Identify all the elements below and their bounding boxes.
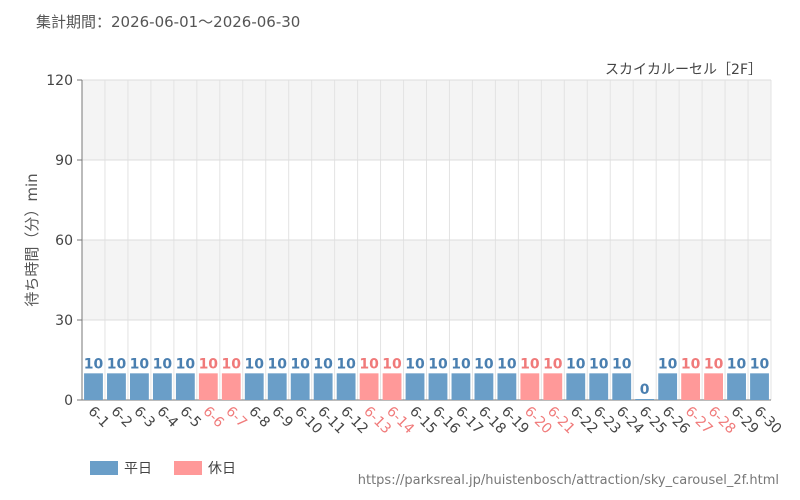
bar <box>612 373 632 400</box>
bar <box>727 373 746 400</box>
data-label: 10 <box>222 356 242 372</box>
data-label: 10 <box>727 356 747 372</box>
data-label: 0 <box>640 382 650 398</box>
data-label: 10 <box>474 356 494 372</box>
legend-label-weekday: 平日 <box>124 461 152 477</box>
x-tick-label: 6-1 <box>85 404 112 431</box>
bar <box>451 373 471 400</box>
bar <box>589 373 609 400</box>
bar <box>290 373 310 400</box>
x-tick-label: 6-5 <box>177 404 204 431</box>
bar <box>244 373 264 400</box>
data-label: 10 <box>497 356 517 372</box>
x-tick-label: 6-4 <box>154 404 182 432</box>
data-label: 10 <box>107 356 127 372</box>
data-label: 10 <box>267 356 287 372</box>
bar <box>130 373 149 400</box>
data-label: 10 <box>520 356 540 372</box>
data-label: 10 <box>359 356 379 372</box>
y-tick-label: 60 <box>55 233 73 249</box>
data-label: 10 <box>336 356 356 372</box>
bar <box>152 373 172 400</box>
data-label: 10 <box>84 356 104 372</box>
bar <box>221 373 241 400</box>
legend-item-holiday: 休日 <box>174 458 236 478</box>
bar <box>520 373 540 400</box>
data-label: 10 <box>130 356 150 372</box>
bar <box>750 373 769 400</box>
x-tick-label: 6-2 <box>108 404 135 431</box>
bar <box>497 373 517 400</box>
legend-swatch-holiday <box>174 461 202 475</box>
data-label: 10 <box>428 356 448 372</box>
data-label: 10 <box>199 356 219 372</box>
bar <box>635 399 655 400</box>
bar <box>107 373 126 400</box>
legend-label-holiday: 休日 <box>208 461 236 477</box>
data-label: 10 <box>612 356 632 372</box>
x-tick-label: 6-3 <box>131 404 158 431</box>
data-label: 10 <box>750 356 770 372</box>
bar <box>382 373 402 400</box>
y-tick-label: 0 <box>64 393 73 409</box>
data-label: 10 <box>704 356 724 372</box>
data-label: 10 <box>153 356 173 372</box>
data-label: 10 <box>313 356 333 372</box>
bar <box>313 373 333 400</box>
bar <box>474 373 494 400</box>
chart-legend: 平日 休日 <box>90 458 258 478</box>
bar <box>84 373 103 400</box>
data-label: 10 <box>566 356 586 372</box>
x-tick-label: 6-7 <box>222 404 249 431</box>
data-label: 10 <box>681 356 701 372</box>
bar <box>175 373 195 400</box>
y-tick-label: 90 <box>55 153 73 169</box>
x-tick-label: 6-8 <box>245 404 272 431</box>
bar <box>336 373 356 400</box>
bar <box>681 373 701 400</box>
data-label: 10 <box>245 356 265 372</box>
y-tick-label: 30 <box>55 313 73 329</box>
bar <box>405 373 425 400</box>
data-label: 10 <box>451 356 471 372</box>
legend-item-weekday: 平日 <box>90 458 152 478</box>
bar <box>566 373 586 400</box>
data-label: 10 <box>382 356 402 372</box>
data-label: 10 <box>543 356 563 372</box>
data-label: 10 <box>589 356 609 372</box>
bar <box>543 373 563 400</box>
x-tick-label: 6-9 <box>268 404 295 431</box>
bar <box>658 373 678 400</box>
source-url: https://parksreal.jp/huistenbosch/attrac… <box>357 473 779 488</box>
bar <box>267 373 287 400</box>
chart-title: スカイカルーセル［2F］ <box>605 62 762 78</box>
collection-period: 集計期間：2026-06-01～2026-06-30 <box>36 13 301 31</box>
data-label: 10 <box>290 356 310 372</box>
data-label: 10 <box>176 356 196 372</box>
legend-swatch-weekday <box>90 461 118 475</box>
bar <box>704 373 723 400</box>
x-tick-label: 6-6 <box>199 404 227 432</box>
data-label: 10 <box>658 356 678 372</box>
data-label: 10 <box>405 356 425 372</box>
bar <box>198 373 218 400</box>
y-axis-label: 待ち時間（分）min <box>23 173 41 306</box>
bar <box>428 373 448 400</box>
y-tick-label: 120 <box>46 73 73 89</box>
bar <box>359 373 379 400</box>
